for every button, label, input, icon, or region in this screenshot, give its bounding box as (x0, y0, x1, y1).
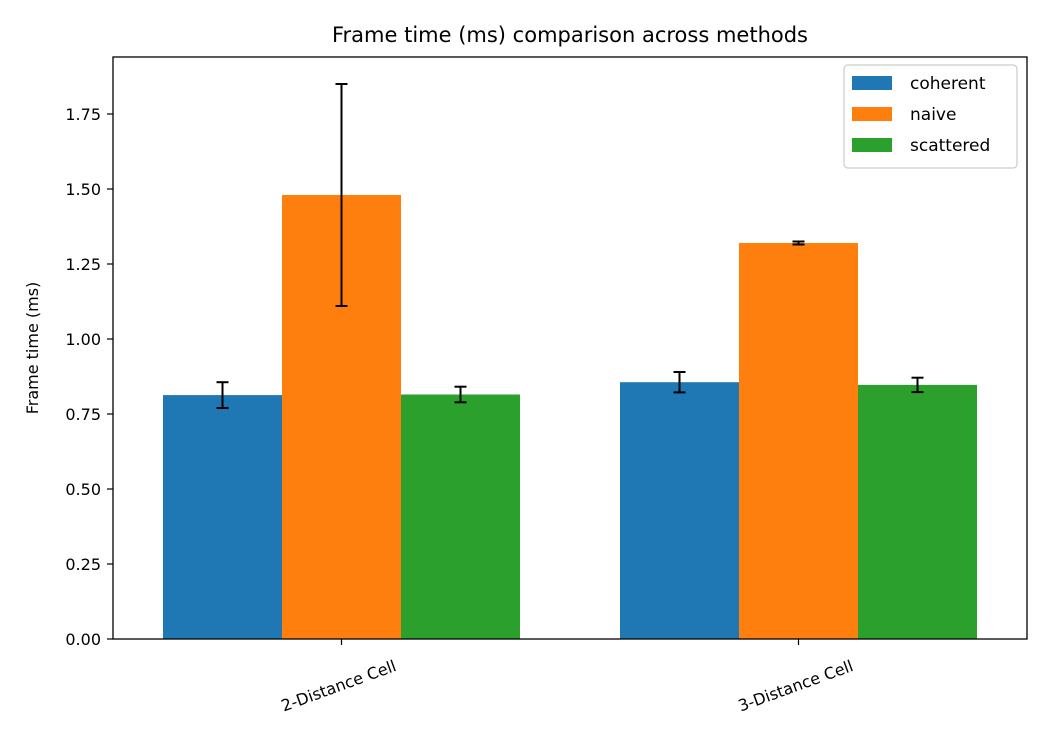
legend-swatch-coherent (852, 76, 892, 90)
y-tick-label: 1.75 (65, 105, 101, 124)
y-tick-label: 0.00 (65, 630, 101, 649)
legend: coherent naive scattered (843, 64, 1018, 169)
y-tick-label: 1.25 (65, 255, 101, 274)
legend-swatch-scattered (852, 138, 892, 152)
x-tick-label: 2-Distance Cell (279, 656, 399, 715)
bar-scattered (858, 384, 977, 639)
bar-coherent (163, 395, 282, 639)
y-tick-label: 0.25 (65, 555, 101, 574)
y-tick-label: 0.50 (65, 480, 101, 499)
legend-label: naive (910, 105, 956, 125)
plot-frame (112, 56, 1028, 640)
bar-scattered (401, 394, 520, 639)
legend-label: scattered (910, 136, 990, 156)
bar-coherent (620, 382, 739, 639)
y-axis: 0.00 0.25 0.50 0.75 1.00 1.25 1.50 1.75 (65, 105, 113, 649)
y-tick-label: 0.75 (65, 405, 101, 424)
x-tick-label: 3-Distance Cell (736, 656, 856, 715)
y-tick-label: 1.00 (65, 330, 101, 349)
x-axis: 2-Distance Cell 3-Distance Cell (279, 639, 856, 715)
bars-group (163, 195, 977, 639)
bar-naive (739, 243, 858, 639)
legend-label: coherent (910, 74, 986, 94)
error-bars-group (216, 83, 924, 409)
y-axis-label: Frame time (ms) (23, 282, 42, 415)
y-tick-label: 1.50 (65, 180, 101, 199)
chart-title: Frame time (ms) comparison across method… (332, 23, 808, 47)
legend-swatch-naive (852, 107, 892, 121)
